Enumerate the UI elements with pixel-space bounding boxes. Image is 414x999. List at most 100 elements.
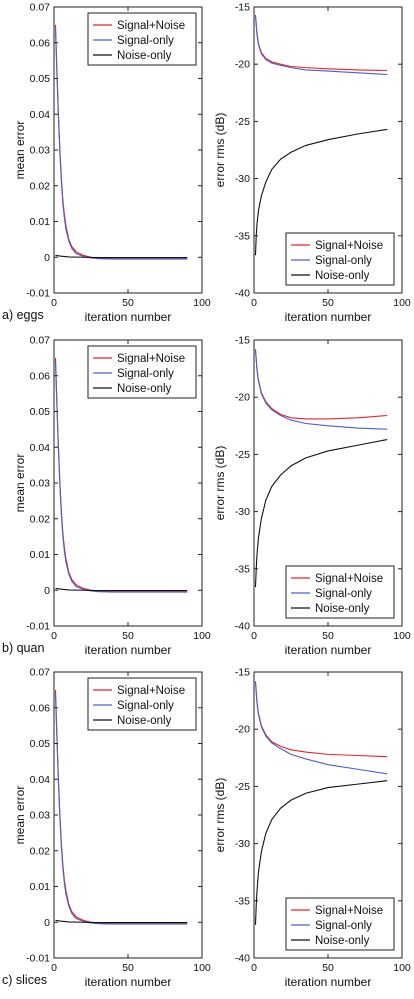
x-tick-label: 50 — [322, 630, 334, 642]
series-line-noise-only — [254, 438, 388, 588]
legend-entry: Signal+Noise — [117, 685, 185, 697]
legend: Signal+Noise Signal-only Noise-only — [285, 897, 395, 951]
y-axis-label: error rms (dB) — [213, 113, 227, 188]
legend-entry: Noise-only — [117, 715, 172, 727]
y-tick-label: 0.06 — [30, 702, 51, 714]
y-tick-label: -20 — [235, 724, 250, 736]
chart-1: 0 50 100-0.0100.010.020.030.040.050.060.07… — [2, 2, 211, 325]
x-tick-label: 50 — [322, 962, 334, 974]
legend-entry: Signal-only — [315, 588, 372, 600]
y-tick-label: 0.01 — [30, 549, 51, 561]
x-axis-label: iteration number — [85, 310, 172, 324]
y-tick-label: -35 — [235, 563, 250, 575]
y-tick-label: 0.01 — [30, 216, 51, 228]
series-line-signal-noise — [254, 14, 388, 72]
y-tick-label: -30 — [235, 506, 250, 518]
y-tick-label: -20 — [235, 59, 250, 71]
y-tick-label: -25 — [235, 116, 250, 128]
y-tick-label: -15 — [235, 667, 250, 679]
series-line-noise-only — [55, 254, 188, 259]
legend: Signal+Noise Signal-only Noise-only — [285, 232, 395, 286]
x-tick-label: 100 — [393, 297, 411, 309]
x-axis-label: iteration number — [285, 310, 372, 324]
y-tick-label: -15 — [235, 335, 250, 347]
series-line-signal-only — [254, 682, 388, 775]
x-tick-label: 0 — [251, 962, 257, 974]
y-tick-label: -35 — [235, 230, 250, 242]
y-tick-label: 0.06 — [30, 37, 51, 49]
y-tick-label: -40 — [235, 621, 250, 633]
legend-entry: Noise-only — [315, 935, 370, 947]
x-tick-label: 100 — [393, 630, 411, 642]
x-tick-label: 50 — [322, 297, 334, 309]
panel-label: b) quan — [2, 641, 44, 655]
y-tick-label: -15 — [235, 2, 250, 14]
chart-3: 0 50 100-0.0100.010.020.030.040.050.060.07… — [2, 335, 211, 658]
legend-entry: Signal-only — [117, 35, 174, 47]
y-tick-label: -35 — [235, 895, 250, 907]
y-tick-label: 0 — [44, 252, 50, 264]
legend-box — [285, 565, 395, 619]
legend-entry: Noise-only — [117, 383, 172, 395]
y-tick-label: 0.04 — [30, 109, 51, 121]
series-line-noise-only — [254, 128, 388, 256]
y-axis-label: mean error — [13, 454, 27, 513]
legend-entry: Signal-only — [315, 920, 372, 932]
legend-entry: Signal+Noise — [315, 240, 383, 252]
y-tick-label: 0.02 — [30, 845, 51, 857]
y-tick-label: -40 — [235, 288, 250, 300]
x-axis-label: iteration number — [285, 975, 372, 989]
series-line-signal-noise — [254, 349, 388, 420]
legend-box — [285, 232, 395, 286]
y-tick-label: 0 — [44, 585, 50, 597]
x-tick-label: 0 — [251, 630, 257, 642]
series-line-noise-only — [254, 780, 388, 925]
y-tick-label: -0.01 — [26, 953, 50, 965]
y-tick-label: -25 — [235, 781, 250, 793]
legend-box — [285, 897, 395, 951]
x-tick-label: 100 — [193, 630, 211, 642]
y-tick-label: -0.01 — [26, 621, 50, 633]
chart-2: 0 50 100 -40 -35 -30 -25 -20 -15 iteration number… — [213, 2, 411, 325]
legend-box — [87, 12, 197, 66]
y-axis-label: mean error — [13, 786, 27, 845]
y-tick-label: 0.05 — [30, 738, 51, 750]
y-tick-label: 0.02 — [30, 180, 51, 192]
panel-label: c) slices — [2, 973, 47, 987]
series-line-signal-only — [254, 350, 388, 430]
y-tick-label: -30 — [235, 173, 250, 185]
legend-entry: Signal-only — [117, 368, 174, 380]
legend: Signal+Noise Signal-only Noise-only — [87, 345, 197, 399]
x-tick-label: 100 — [393, 962, 411, 974]
legend-entry: Signal-only — [315, 255, 372, 267]
x-tick-label: 100 — [193, 962, 211, 974]
legend: Signal+Noise Signal-only Noise-only — [285, 565, 395, 619]
legend-entry: Signal+Noise — [315, 905, 383, 917]
x-axis-label: iteration number — [85, 975, 172, 989]
legend-entry: Noise-only — [315, 603, 370, 615]
panel-label: a) eggs — [2, 308, 44, 322]
y-tick-label: -40 — [235, 953, 250, 965]
legend: Signal+Noise Signal-only Noise-only — [87, 677, 197, 731]
legend-entry: Signal-only — [117, 700, 174, 712]
y-tick-label: 0.04 — [30, 774, 51, 786]
series-line-signal-only — [54, 361, 188, 593]
legend-entry: Signal+Noise — [117, 20, 185, 32]
legend-box — [87, 677, 197, 731]
y-tick-label: 0.01 — [30, 881, 51, 893]
x-tick-label: 0 — [51, 962, 57, 974]
y-tick-label: -25 — [235, 449, 250, 461]
y-axis-label: mean error — [13, 121, 27, 180]
y-tick-label: 0.05 — [30, 73, 51, 85]
legend-entry: Signal+Noise — [315, 573, 383, 585]
x-axis-label: iteration number — [285, 643, 372, 657]
y-axis-label: error rms (dB) — [213, 778, 227, 853]
legend: Signal+Noise Signal-only Noise-only — [87, 12, 197, 66]
legend-entry: Noise-only — [117, 50, 172, 62]
y-tick-label: 0.03 — [30, 810, 51, 822]
x-tick-label: 50 — [122, 962, 134, 974]
x-tick-label: 0 — [51, 297, 57, 309]
x-tick-label: 0 — [251, 297, 257, 309]
series-line-noise-only — [55, 919, 188, 924]
